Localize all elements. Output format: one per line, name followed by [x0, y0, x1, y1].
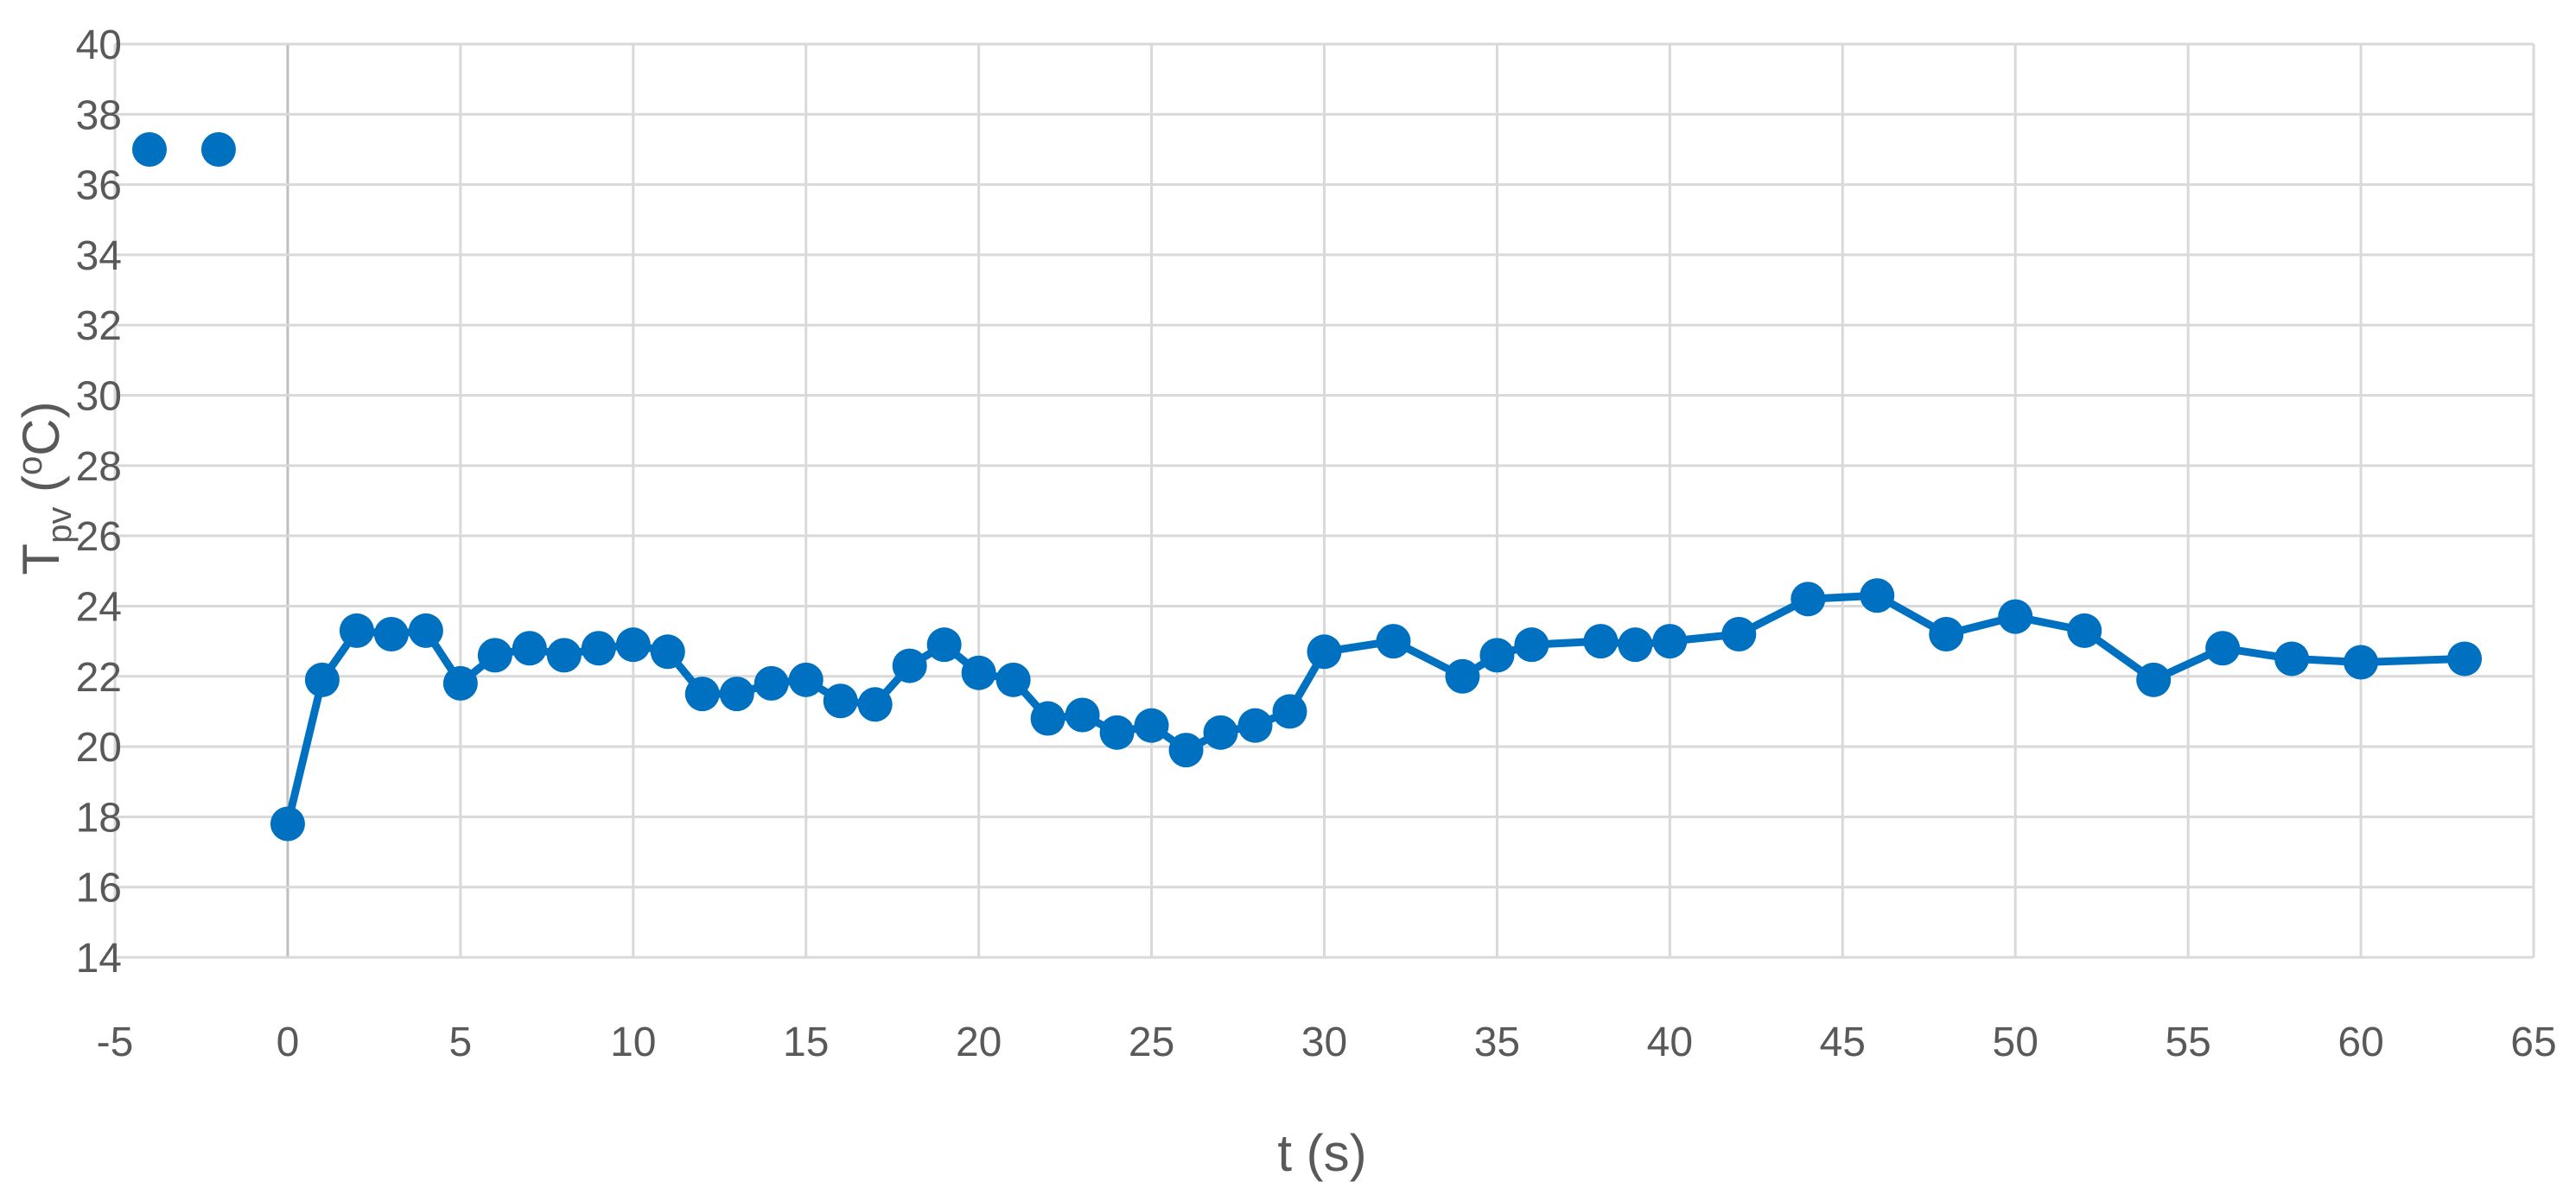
- data-point: [373, 616, 409, 651]
- data-point: [995, 662, 1031, 697]
- series-line: [283, 591, 2465, 825]
- x-tick-label: 50: [1993, 1020, 2039, 1065]
- y-tick-label: 30: [76, 374, 122, 420]
- data-point: [270, 806, 305, 842]
- y-tick-label: 24: [76, 584, 122, 630]
- data-point: [650, 634, 685, 670]
- data-point: [857, 687, 893, 722]
- y-axis-title-degree: o: [11, 456, 49, 475]
- data-point: [788, 662, 824, 697]
- x-tick-label: 20: [956, 1020, 1002, 1065]
- data-point: [477, 638, 512, 673]
- y-axis-title-subscript: pv: [41, 507, 79, 543]
- data-point: [961, 655, 996, 690]
- data-point: [1030, 701, 1065, 736]
- data-point: [615, 627, 651, 663]
- y-tick-label: 26: [76, 514, 122, 560]
- x-tick-label: -5: [97, 1020, 134, 1065]
- y-tick-label: 32: [76, 303, 122, 349]
- data-point: [1203, 715, 1238, 750]
- y-axis-title-open: (: [12, 475, 70, 507]
- y-axis-title-close: C): [12, 401, 70, 455]
- data-point: [1583, 624, 1619, 659]
- x-tick-label: 15: [783, 1020, 829, 1065]
- y-tick-label: 18: [76, 795, 122, 841]
- y-tick-label: 20: [76, 725, 122, 771]
- y-tick-label: 36: [76, 163, 122, 209]
- x-tick-label: 30: [1301, 1020, 1347, 1065]
- data-point: [1065, 697, 1100, 733]
- data-point: [1479, 638, 1515, 673]
- data-point: [1445, 658, 1480, 694]
- x-tick-label: 40: [1647, 1020, 1693, 1065]
- data-points: [131, 131, 2483, 842]
- y-tick-label: 22: [76, 655, 122, 701]
- data-point: [339, 613, 374, 648]
- data-point: [581, 631, 616, 666]
- data-point: [1998, 599, 2033, 634]
- data-point: [1307, 634, 1342, 670]
- data-point: [2067, 613, 2102, 648]
- data-point: [1790, 581, 1826, 617]
- x-gridlines: [113, 44, 2535, 957]
- legend-marker: [131, 131, 167, 167]
- y-axis-title: Tpv (oC): [11, 401, 79, 575]
- data-point: [2205, 631, 2241, 666]
- x-tick-label: 60: [2337, 1020, 2383, 1065]
- data-point: [892, 648, 927, 683]
- data-point: [304, 662, 340, 697]
- data-point: [754, 665, 789, 701]
- data-point: [1376, 624, 1411, 659]
- y-tick-label: 16: [76, 866, 122, 912]
- data-point: [2344, 645, 2379, 680]
- x-tick-label: 55: [2165, 1020, 2210, 1065]
- data-point: [546, 638, 582, 673]
- data-point: [823, 683, 858, 719]
- x-tick-labels: -5 0 5 10 15 20 25 30 35 40 45 50 55 60 65: [97, 1020, 2557, 1065]
- x-tick-label: 10: [610, 1020, 656, 1065]
- data-point: [1514, 627, 1549, 663]
- data-point: [926, 627, 962, 663]
- y-gridlines: [115, 42, 2534, 959]
- y-axis-title-main: T: [12, 543, 70, 575]
- data-point: [2136, 662, 2172, 697]
- y-tick-label: 28: [76, 444, 122, 490]
- data-point: [1721, 616, 1757, 651]
- y-tick-labels: 14 16 18 20 22 24 26 28 30 32 34 36 38 40: [76, 22, 122, 982]
- data-point: [512, 631, 547, 666]
- data-point: [442, 665, 478, 701]
- y-tick-label: 14: [76, 936, 122, 982]
- x-tick-label: 0: [277, 1020, 300, 1065]
- data-point: [1168, 733, 1204, 768]
- data-point: [1099, 715, 1135, 750]
- x-axis-title: t (s): [1277, 1124, 1366, 1182]
- data-point: [1652, 624, 1688, 659]
- data-point: [719, 677, 754, 712]
- x-tick-label: 45: [1820, 1020, 1866, 1065]
- x-tick-label: 5: [449, 1020, 473, 1065]
- series-polyline: [283, 591, 2465, 825]
- data-point: [1134, 708, 1169, 743]
- legend-marker: [200, 131, 236, 167]
- x-tick-label: 25: [1129, 1020, 1174, 1065]
- data-point: [2274, 641, 2310, 677]
- data-point: [1860, 578, 1895, 613]
- data-point: [1272, 694, 1307, 729]
- y-tick-label: 38: [76, 92, 122, 138]
- y-tick-label: 34: [76, 233, 122, 279]
- data-point: [1929, 616, 1964, 651]
- data-point: [408, 613, 443, 648]
- data-point: [1618, 627, 1653, 663]
- data-point: [684, 677, 720, 712]
- data-point: [1237, 708, 1273, 743]
- x-tick-label: 35: [1474, 1020, 1520, 1065]
- x-tick-label: 65: [2510, 1020, 2556, 1065]
- data-point: [2447, 641, 2483, 677]
- y-tick-label: 40: [76, 22, 122, 68]
